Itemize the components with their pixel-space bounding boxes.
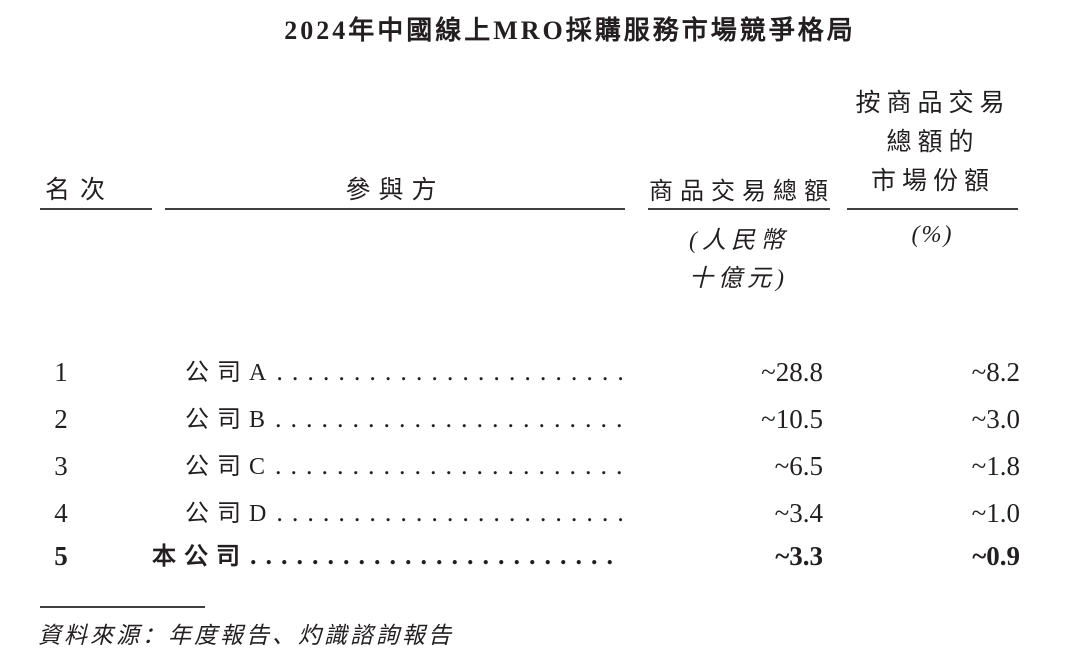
participant-name: 公司B: [185, 407, 274, 433]
dot-leader: ........................................…: [275, 451, 622, 480]
rank-value: 2: [54, 404, 68, 434]
dot-leader: ........................................…: [250, 541, 622, 570]
col-header-market-share: 按商品交易 總額的 市場份額: [808, 84, 1058, 201]
participant-cell: 公司A ....................................…: [185, 356, 622, 389]
col-header-market-share-line3: 市場份額: [870, 167, 995, 195]
gmv-unit-line2: 十億元): [689, 266, 789, 292]
share-value: ~3.0: [971, 404, 1020, 434]
rank-value: 1: [54, 357, 68, 387]
rank-value: 4: [54, 498, 68, 528]
source-note: 資料來源：年度報告、灼識諮詢報告: [38, 623, 454, 648]
share-unit-label: (%): [911, 222, 954, 248]
col-header-gmv: 商品交易總額: [649, 178, 835, 205]
participant-cell: 本公司 ....................................…: [152, 540, 622, 573]
col-header-participant: 參與方: [345, 176, 445, 204]
share-value: ~1.0: [971, 498, 1020, 528]
source-divider-rule: [40, 606, 205, 608]
participant-name: 本公司: [152, 544, 248, 570]
header-rule-rank: [40, 208, 152, 210]
gmv-value: ~3.3: [775, 541, 823, 571]
gmv-value: ~6.5: [774, 451, 823, 481]
participant-name: 公司D: [185, 501, 275, 527]
gmv-value: ~3.4: [774, 498, 823, 528]
rank-value: 5: [54, 541, 68, 571]
participant-cell: 公司B ....................................…: [185, 403, 622, 436]
dot-leader: ........................................…: [276, 357, 622, 386]
header-rule-participant: [165, 208, 625, 210]
participant-cell: 公司D ....................................…: [185, 497, 622, 530]
table-row-own-company: 5 本公司 ..................................…: [0, 540, 1080, 572]
participant-name: 公司A: [185, 360, 275, 386]
gmv-value: ~28.8: [761, 357, 823, 387]
col-header-rank: 名次: [45, 176, 116, 204]
participant-cell: 公司C ....................................…: [185, 450, 622, 483]
page-title: 2024年中國線上MRO採購服務市場競爭格局: [284, 16, 856, 45]
col-header-market-share-line2: 總額的: [886, 128, 980, 156]
header-rule-gmv: [648, 208, 830, 210]
gmv-unit-label: (人民幣 十億元): [648, 222, 830, 298]
table-row: 3 公司C ..................................…: [0, 450, 1080, 482]
share-value: ~1.8: [971, 451, 1020, 481]
share-value: ~8.2: [971, 357, 1020, 387]
participant-name: 公司C: [185, 454, 274, 480]
table-row: 2 公司B ..................................…: [0, 403, 1080, 435]
share-value: ~0.9: [972, 541, 1020, 571]
gmv-value: ~10.5: [761, 404, 823, 434]
table-row: 1 公司A ..................................…: [0, 356, 1080, 388]
header-rule-market-share: [847, 208, 1018, 210]
dot-leader: ........................................…: [276, 498, 622, 527]
col-header-market-share-line1: 按商品交易: [855, 89, 1011, 117]
rank-value: 3: [54, 451, 68, 481]
gmv-unit-line1: (人民幣: [689, 228, 789, 254]
table-row: 4 公司D ..................................…: [0, 497, 1080, 529]
dot-leader: ........................................…: [275, 404, 622, 433]
